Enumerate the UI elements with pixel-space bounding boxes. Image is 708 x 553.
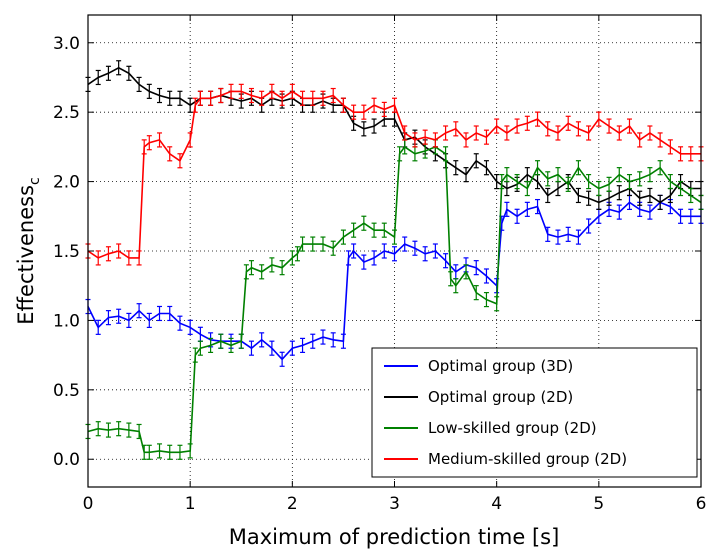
x-tick-label: 2 (287, 494, 298, 514)
legend-entry: Medium-skilled group (2D) (428, 450, 627, 468)
legend-box (371, 347, 698, 478)
legend-entry: Optimal group (2D) (428, 388, 573, 406)
legend-entry: Optimal group (3D) (428, 357, 573, 375)
y-axis-label: Effectivenessc (14, 177, 43, 324)
x-tick-label: 0 (83, 494, 94, 514)
y-tick-label: 3.0 (53, 34, 80, 54)
series-lines (85, 60, 704, 460)
x-tick-label: 1 (185, 494, 196, 514)
y-tick-label: 0.5 (53, 381, 80, 401)
y-tick-label: 2.5 (53, 103, 80, 123)
x-axis-label: Maximum of prediction time [s] (229, 525, 560, 549)
legend-items: Optimal group (3D) Optimal group (2D) Low-… (384, 357, 627, 468)
legend-entry: Low-skilled group (2D) (428, 419, 597, 437)
y-tick-label: 0.0 (53, 450, 80, 470)
legend: Optimal group (3D) Optimal group (2D) Low-… (371, 347, 698, 478)
y-tick-label: 1.0 (53, 311, 80, 331)
series-3 (85, 139, 704, 460)
x-tick-label: 6 (696, 494, 707, 514)
x-tick-label: 4 (491, 494, 502, 514)
x-tick-label: 3 (389, 494, 400, 514)
y-tick-label: 2.0 (53, 173, 80, 193)
axis-ticks: 0 1 2 3 4 5 6 0.0 0.5 1.0 1.5 2.0 2.5 3.0 (53, 15, 706, 514)
series-4 (85, 83, 704, 266)
series-line (87, 145, 702, 454)
x-tick-label: 5 (593, 494, 604, 514)
y-tick-label: 1.5 (53, 242, 80, 262)
series-1 (85, 194, 704, 367)
